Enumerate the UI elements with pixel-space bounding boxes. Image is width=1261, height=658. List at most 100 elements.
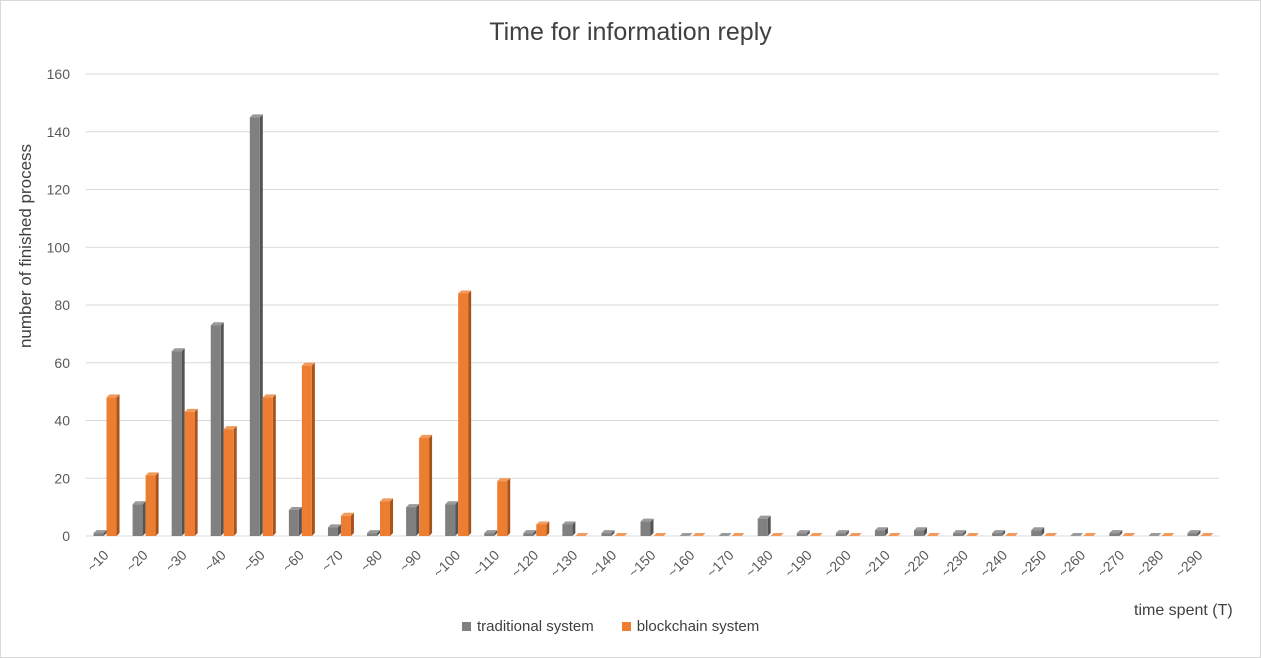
legend-item-blockchain: blockchain system <box>621 618 759 635</box>
y-tick-label: 100 <box>47 239 71 255</box>
bar-traditional-top <box>523 530 537 534</box>
bar-traditional-top <box>1031 527 1045 531</box>
bar-traditional <box>992 533 1003 536</box>
bar-traditional <box>406 507 417 536</box>
x-tick-label: ~90 <box>396 547 424 575</box>
bar-traditional-side <box>142 501 146 536</box>
bar-blockchain-side <box>507 478 511 536</box>
bar-blockchain <box>184 411 195 536</box>
bar-blockchain-top <box>809 533 823 536</box>
bar-blockchain <box>340 515 351 536</box>
bar-blockchain <box>106 397 117 536</box>
bar-traditional-side <box>767 515 771 536</box>
y-tick-label: 120 <box>47 182 71 198</box>
x-tick-label: ~100 <box>430 547 464 581</box>
bar-traditional-side <box>416 504 420 536</box>
bar-traditional-top <box>835 530 849 534</box>
x-tick-label: ~170 <box>703 547 737 581</box>
bar-traditional-side <box>494 530 498 536</box>
bar-traditional-top <box>718 533 732 536</box>
bar-traditional-side <box>923 527 927 536</box>
bar-blockchain-top <box>223 426 237 430</box>
bar-blockchain-top <box>145 472 159 476</box>
bar-blockchain-top <box>184 408 198 412</box>
bar-traditional <box>93 533 104 536</box>
bar-blockchain-top <box>966 533 980 536</box>
y-tick-label: 60 <box>54 355 70 371</box>
bar-blockchain-top <box>536 521 550 525</box>
bar-blockchain <box>497 481 508 536</box>
bar-traditional <box>1187 533 1198 536</box>
bar-blockchain-top <box>926 533 940 536</box>
bar-traditional <box>484 533 495 536</box>
bar-blockchain-top <box>575 533 589 536</box>
bar-traditional-top <box>679 533 693 536</box>
x-tick-label: ~180 <box>742 547 776 581</box>
y-tick-label: 140 <box>47 124 71 140</box>
bar-traditional-top <box>93 530 107 534</box>
bar-traditional-top <box>132 501 146 505</box>
x-tick-label: ~120 <box>508 547 542 581</box>
bar-traditional <box>327 527 338 536</box>
bar-traditional-top <box>1109 530 1123 534</box>
x-tick-label: ~260 <box>1055 547 1089 581</box>
legend-label-traditional: traditional system <box>477 618 594 635</box>
bar-blockchain <box>458 293 469 536</box>
y-tick-label: 20 <box>54 470 70 486</box>
x-tick-label: ~160 <box>664 547 698 581</box>
x-tick-label: ~150 <box>625 547 659 581</box>
bar-traditional-side <box>611 530 615 536</box>
bar-traditional <box>757 518 768 536</box>
x-tick-label: ~10 <box>84 547 112 575</box>
bar-traditional-top <box>601 530 615 534</box>
legend-swatch-blockchain <box>621 622 631 631</box>
bar-traditional <box>171 351 182 536</box>
bar-traditional-top <box>367 530 381 534</box>
x-tick-label: ~20 <box>123 547 151 575</box>
bar-blockchain-side <box>116 394 120 536</box>
bar-traditional-side <box>533 530 537 536</box>
bar-blockchain-top <box>301 362 315 366</box>
bar-traditional-top <box>171 348 185 352</box>
bar-traditional <box>367 533 378 536</box>
bar-traditional-top <box>406 504 420 508</box>
bar-traditional <box>132 504 143 536</box>
legend-swatch-traditional <box>462 622 471 631</box>
x-tick-label: ~40 <box>201 547 229 575</box>
bar-blockchain <box>536 524 547 536</box>
bar-blockchain-top <box>458 290 472 294</box>
bar-traditional-side <box>884 527 888 536</box>
x-tick-label: ~110 <box>469 547 502 580</box>
bar-blockchain-side <box>194 408 198 536</box>
bar-traditional-top <box>288 507 302 511</box>
bar-traditional-side <box>181 348 185 536</box>
bar-blockchain-top <box>340 512 354 516</box>
bar-blockchain-top <box>692 533 706 536</box>
bar-traditional-side <box>1197 530 1201 536</box>
bar-traditional-top <box>562 521 576 525</box>
x-tick-label: ~220 <box>898 547 932 581</box>
bar-traditional <box>913 530 924 536</box>
bar-blockchain-top <box>1122 533 1136 536</box>
x-tick-label: ~210 <box>859 547 893 581</box>
bar-traditional-top <box>992 530 1006 534</box>
bar-blockchain-top <box>380 498 394 502</box>
bar-traditional-top <box>445 501 459 505</box>
x-tick-label: ~50 <box>240 547 268 575</box>
bar-blockchain-top <box>419 434 433 438</box>
bar-traditional <box>953 533 964 536</box>
bar-traditional-top <box>249 114 263 118</box>
legend-item-traditional: traditional system <box>462 618 594 635</box>
bar-traditional-side <box>103 530 107 536</box>
bar-traditional-top <box>1148 533 1162 536</box>
bar-blockchain-side <box>350 512 354 536</box>
bar-traditional <box>640 521 651 536</box>
bar-traditional-side <box>963 530 967 536</box>
bar-blockchain-side <box>390 498 394 536</box>
bar-blockchain-side <box>272 394 276 536</box>
legend: traditional system blockchain system <box>462 618 759 635</box>
bar-traditional <box>1109 533 1120 536</box>
bar-blockchain-top <box>262 394 276 398</box>
